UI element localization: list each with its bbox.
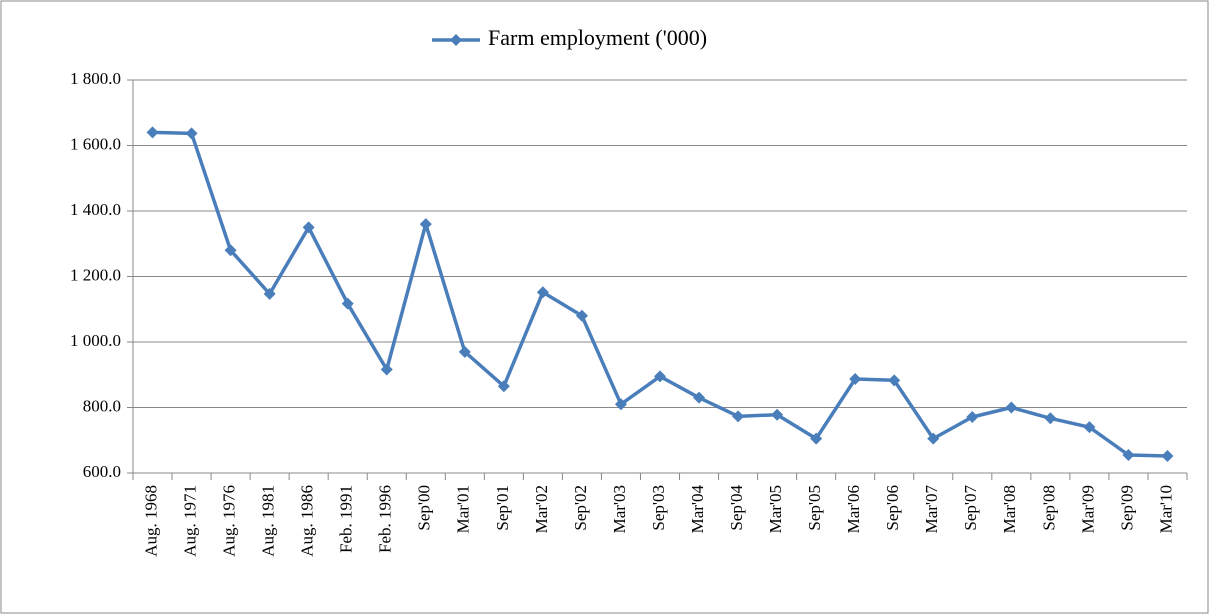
x-tick-label: Sep'09 [1117, 485, 1136, 531]
y-tick-label: 1 800.0 [70, 69, 121, 88]
y-tick-label: 1 000.0 [70, 331, 121, 350]
x-tick-label: Sep'02 [571, 485, 590, 531]
data-point [888, 374, 901, 387]
x-tick-label: Mar'03 [610, 485, 629, 533]
data-point [575, 309, 588, 322]
y-tick-label: 800.0 [83, 396, 121, 415]
x-tick-label: Mar'08 [1000, 485, 1019, 533]
data-point [810, 432, 823, 445]
data-point [263, 287, 276, 300]
x-tick-label: Mar'01 [454, 485, 473, 533]
data-point [1005, 401, 1018, 414]
x-tick-label: Sep'01 [493, 485, 512, 531]
data-point [1122, 448, 1135, 461]
x-tick-label: Aug. 1976 [219, 485, 238, 557]
y-tick-label: 1 400.0 [70, 200, 121, 219]
data-point [693, 391, 706, 404]
y-tick-label: 1 600.0 [70, 134, 121, 153]
x-tick-label: Mar'04 [688, 485, 707, 534]
data-point [771, 408, 784, 421]
x-tick-label: Aug. 1971 [180, 485, 199, 557]
data-point [224, 244, 237, 257]
data-point [732, 410, 745, 423]
x-tick-label: Sep'00 [415, 485, 434, 531]
x-tick-label: Sep'08 [1039, 485, 1058, 531]
data-point [341, 297, 354, 310]
y-tick-label: 1 200.0 [70, 265, 121, 284]
data-point [380, 363, 393, 376]
data-point [849, 373, 862, 386]
data-point [419, 218, 432, 231]
data-point [1083, 421, 1096, 434]
x-tick-label: Sep'06 [883, 485, 902, 531]
x-tick-label: Mar'07 [922, 485, 941, 534]
data-point [614, 398, 627, 411]
x-tick-label: Mar'02 [532, 485, 551, 533]
x-tick-label: Sep'07 [961, 485, 980, 531]
x-tick-label: Sep'04 [727, 485, 746, 531]
x-tick-label: Mar'10 [1156, 485, 1175, 533]
data-point [497, 380, 510, 393]
x-tick-label: Mar'05 [766, 485, 785, 533]
data-point [966, 410, 979, 423]
data-point [654, 370, 666, 383]
data-point [185, 127, 198, 140]
x-tick-label: Mar'09 [1078, 485, 1097, 533]
data-point [458, 345, 471, 358]
x-tick-label: Aug. 1981 [259, 485, 278, 557]
data-point [146, 126, 159, 139]
legend-marker [450, 34, 462, 46]
y-tick-label: 600.0 [83, 462, 121, 481]
data-point [302, 221, 315, 234]
data-point [1044, 412, 1057, 425]
x-tick-label: Aug. 1968 [141, 485, 160, 557]
x-tick-label: Feb. 1996 [376, 485, 395, 553]
x-tick-label: Sep'03 [649, 485, 668, 531]
data-point [536, 286, 549, 299]
data-point [1161, 449, 1174, 462]
x-tick-label: Aug. 1986 [298, 485, 317, 557]
data-point [927, 432, 940, 445]
x-tick-label: Mar'06 [844, 485, 863, 533]
legend-label: Farm employment ('000) [488, 25, 707, 50]
x-tick-label: Sep'05 [805, 485, 824, 531]
x-tick-label: Feb. 1991 [337, 485, 356, 553]
